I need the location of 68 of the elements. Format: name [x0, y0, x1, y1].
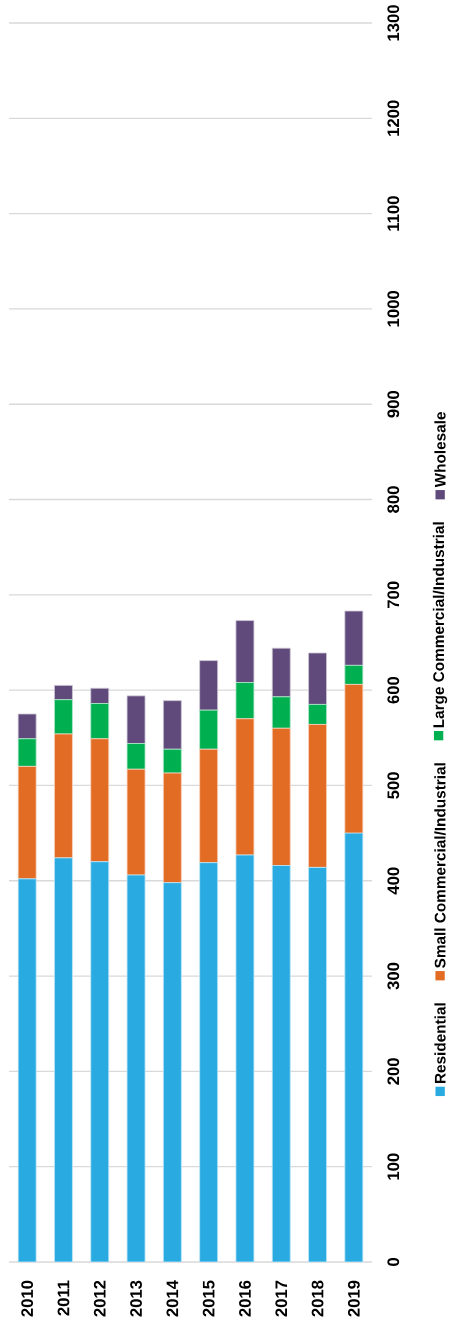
y-tick-label: 500 — [387, 772, 400, 799]
y-tick-label: 900 — [387, 391, 400, 418]
bar — [54, 699, 73, 735]
x-tick-label: 2013 — [130, 1280, 142, 1317]
bar — [54, 733, 73, 859]
y-tick-label: 400 — [387, 867, 400, 895]
x-tick-label: 2018 — [311, 1280, 324, 1317]
bar — [308, 652, 327, 705]
bar — [199, 709, 219, 750]
text: Residential — [434, 1003, 446, 1084]
bar — [54, 857, 73, 1262]
bar — [162, 700, 182, 750]
bar — [271, 727, 291, 866]
y-tick-label: 1000 — [387, 291, 400, 327]
bar — [90, 703, 110, 740]
y-tick-label: 300 — [387, 962, 400, 990]
bar — [344, 610, 364, 666]
bar — [90, 687, 110, 704]
bar — [162, 882, 182, 1262]
bar — [344, 664, 364, 685]
bar — [54, 684, 73, 701]
x-tick-label: 2011 — [57, 1280, 70, 1316]
bar — [199, 862, 219, 1262]
bar — [90, 861, 110, 1262]
y-tick-label: 1300 — [387, 5, 400, 41]
bar — [199, 748, 219, 864]
bar — [344, 684, 364, 834]
bar — [162, 772, 182, 884]
bar — [271, 696, 291, 729]
bar — [308, 724, 327, 868]
text: Small Commercial/Industrial — [434, 763, 446, 968]
bar — [126, 874, 146, 1262]
y-tick-label: 1200 — [387, 100, 400, 136]
text: Wholesale — [434, 412, 446, 488]
bar — [17, 878, 37, 1262]
y-tick-label: 600 — [387, 676, 400, 704]
bar — [235, 854, 255, 1262]
bar — [90, 738, 110, 863]
bar — [126, 743, 146, 770]
bar — [344, 832, 364, 1262]
bar — [308, 867, 327, 1262]
x-tick-label: 2014 — [166, 1280, 179, 1317]
bar — [199, 660, 219, 711]
x-tick-label: 2016 — [239, 1280, 251, 1317]
x-tick-label: 2010 — [21, 1280, 34, 1317]
bar — [17, 738, 37, 767]
y-tick-label: 800 — [387, 486, 400, 513]
bar — [162, 748, 182, 774]
y-tick-label: 700 — [387, 581, 400, 609]
y-tick-label: 200 — [387, 1058, 400, 1085]
bar — [17, 765, 37, 880]
bar — [235, 718, 255, 856]
y-tick-label: 100 — [387, 1153, 400, 1180]
x-tick-label: 2012 — [93, 1280, 106, 1317]
bar — [126, 768, 146, 876]
bar — [235, 620, 255, 683]
text: Large Commercial/Industrial — [432, 522, 448, 728]
bar — [271, 647, 291, 698]
bar — [126, 695, 146, 744]
x-tick-label: 2017 — [275, 1280, 288, 1317]
bar — [235, 682, 255, 720]
x-tick-label: 2019 — [347, 1280, 360, 1317]
y-tick-label: 0 — [387, 1258, 400, 1266]
x-tick-label: 2015 — [202, 1280, 215, 1317]
bar — [17, 713, 37, 740]
y-tick-label: 1100 — [387, 196, 400, 231]
bar — [308, 704, 327, 725]
bar — [271, 865, 291, 1262]
